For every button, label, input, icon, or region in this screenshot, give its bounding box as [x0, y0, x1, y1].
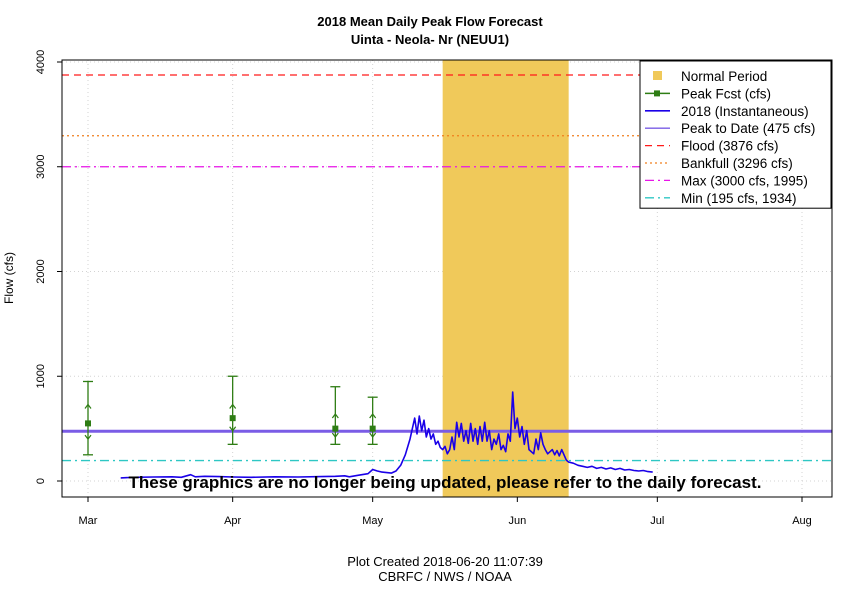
y-tick-label: 1000	[35, 364, 47, 388]
chart-subtitle: Uinta - Neola- Nr (NEUU1)	[351, 32, 509, 47]
instantaneous-flow-line	[120, 391, 653, 479]
normal-period-layer	[442, 60, 569, 497]
y-tick-label: 4000	[35, 50, 47, 74]
x-tick-label: Mar	[79, 515, 98, 527]
peak-forecast-layer	[83, 375, 378, 456]
legend-label: Normal Period	[681, 69, 767, 84]
source-footer: CBRFC / NWS / NOAA	[378, 569, 512, 584]
legend-box	[639, 60, 832, 209]
notice-annotation: These graphics are no longer being updat…	[129, 473, 762, 492]
x-tick-label: Jun	[508, 515, 526, 527]
chart-title: 2018 Mean Daily Peak Flow Forecast	[317, 14, 543, 29]
normal-period-band	[442, 60, 569, 497]
y-axis-label: Flow (cfs)	[2, 252, 16, 304]
x-tick-label: May	[362, 515, 383, 527]
plot-created-footer: Plot Created 2018-06-20 11:07:39	[347, 554, 543, 569]
y-tick-label: 0	[35, 478, 47, 484]
forecast-upper-arrow	[84, 403, 92, 409]
forecast-lower-arrow	[369, 432, 377, 439]
legend-label: Max (3000 cfs, 1995)	[681, 173, 808, 188]
legend-label: Bankfull (3296 cfs)	[681, 156, 793, 171]
y-tick-label: 2000	[35, 259, 47, 283]
axes: 0 1000 2000 3000 4000 Mar Apr May Jun Jul Aug	[35, 50, 812, 527]
forecast-lower-arrow	[229, 426, 237, 432]
x-tick-label: Aug	[792, 515, 812, 527]
forecast-upper-arrow	[369, 412, 377, 419]
legend-label: Flood (3876 cfs)	[681, 139, 779, 154]
instantaneous-flow-layer	[120, 391, 653, 479]
forecast-lower-arrow	[84, 434, 92, 441]
forecast-point	[85, 420, 91, 427]
forecast-point	[332, 425, 339, 432]
forecast-upper-arrow	[331, 412, 339, 419]
forecast-point	[369, 425, 376, 432]
legend-label: 2018 (Instantaneous)	[681, 104, 809, 119]
x-tick-label: Jul	[650, 515, 664, 527]
forecast-upper-arrow	[229, 403, 237, 409]
x-tick-label: Apr	[224, 515, 241, 527]
legend-band-swatch	[653, 71, 662, 80]
forecast-point	[229, 415, 236, 422]
legend-label: Min (195 cfs, 1934)	[681, 191, 797, 206]
forecast-lower-arrow	[331, 432, 339, 439]
legend-forecast-marker	[654, 90, 660, 97]
legend-label: Peak to Date (475 cfs)	[681, 121, 815, 136]
legend-label: Peak Fcst (cfs)	[681, 86, 771, 101]
plot-area-border	[61, 59, 833, 498]
legend: Normal Period Peak Fcst (cfs) 2018 (Instan…	[639, 60, 832, 209]
y-tick-label: 3000	[35, 155, 47, 179]
